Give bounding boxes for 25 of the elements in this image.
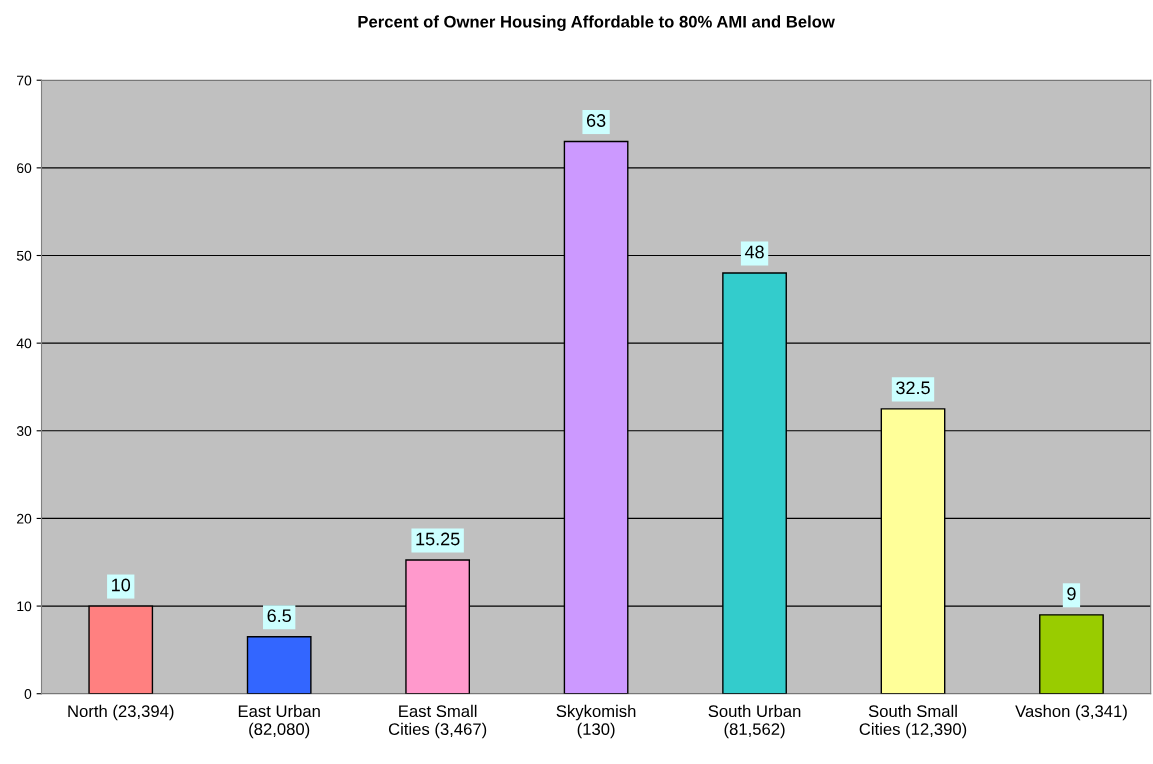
x-tick-label: Vashon (3,341) <box>1015 704 1127 721</box>
data-label: 63 <box>586 114 606 127</box>
data-label: 9 <box>1067 587 1076 601</box>
data-label: 48 <box>744 245 764 259</box>
data-label: 32.5 <box>896 381 930 395</box>
y-tick-label: 60 <box>17 163 32 174</box>
y-tick-label: 70 <box>17 75 32 86</box>
data-label: 15.25 <box>416 532 460 546</box>
x-tick-label: South Urban (81,562) <box>708 704 801 739</box>
bar <box>1039 614 1104 694</box>
x-tick-label: East Urban (82,080) <box>238 704 320 739</box>
y-tick-label: 40 <box>16 338 32 349</box>
y-tick-label: 10 <box>17 601 32 612</box>
y-tick-label: 30 <box>16 426 32 436</box>
x-tick-label: Skykomish (130) <box>556 704 636 739</box>
bar <box>246 636 312 694</box>
data-label: 6.5 <box>267 609 291 623</box>
x-tick-label: East Small Cities (3,467) <box>388 704 487 739</box>
y-tick-label: 50 <box>16 250 32 261</box>
y-tick-label: 0 <box>24 689 32 699</box>
x-tick-label: South Small Cities (12,390) <box>859 704 967 739</box>
data-label: 10 <box>112 578 131 592</box>
chart-title: Percent of Owner Housing Affordable to 80% AMI and Below <box>358 15 835 31</box>
x-tick-label: North (23,394) <box>68 704 174 721</box>
y-tick-label: 20 <box>17 513 32 524</box>
